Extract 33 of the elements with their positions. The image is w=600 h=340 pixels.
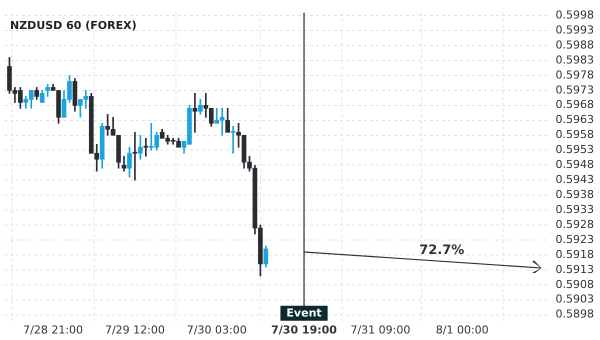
y-tick-label: 0.5973 <box>556 83 594 96</box>
ref-line-label: Event <box>286 306 322 320</box>
y-tick-label: 0.5938 <box>556 188 594 201</box>
x-tick-label: 7/28 21:00 <box>23 323 84 336</box>
y-tick-label: 0.5998 <box>556 8 594 22</box>
text: NZDUSD 60 (FOREX) <box>10 18 137 32</box>
x-tick-label: 7/30 19:00 <box>271 323 338 336</box>
y-tick-label: 0.5948 <box>556 158 594 172</box>
y-tick-label: 0.5923 <box>556 232 594 246</box>
y-tick-label: 0.5913 <box>556 262 594 276</box>
y-tick-label: 0.5978 <box>556 68 594 82</box>
y-tick-label: 0.5908 <box>556 278 594 291</box>
y-tick-label: 0.5988 <box>556 38 594 52</box>
x-tick-label: 7/30 03:00 <box>186 323 247 336</box>
x-tick-label: 8/1 00:00 <box>436 323 489 336</box>
x-tick-label: 7/31 09:00 <box>350 323 410 336</box>
candlestick <box>192 93 198 133</box>
candlestick <box>132 132 138 180</box>
y-tick-label: 0.5933 <box>556 202 594 216</box>
candlestick <box>122 156 126 172</box>
x-tick-label: 7/29 12:00 <box>104 323 165 336</box>
y-tick-label: 0.5983 <box>556 53 594 66</box>
y-tick-label: 0.5928 <box>556 218 594 231</box>
annotation: 72.7% <box>419 243 464 258</box>
y-tick-label: 0.5958 <box>556 128 594 142</box>
y-tick-label: 0.5963 <box>556 113 594 126</box>
y-tick-label: 0.5898 <box>556 308 594 321</box>
y-tick-label: 0.5968 <box>556 98 594 112</box>
y-tick-label: 0.5993 <box>556 23 594 36</box>
y-tick-label: 0.5943 <box>556 173 594 186</box>
y-tick-label: 0.5953 <box>556 143 594 156</box>
y-tick-label: 0.5918 <box>556 248 594 261</box>
y-tick-label: 0.5903 <box>556 292 594 306</box>
